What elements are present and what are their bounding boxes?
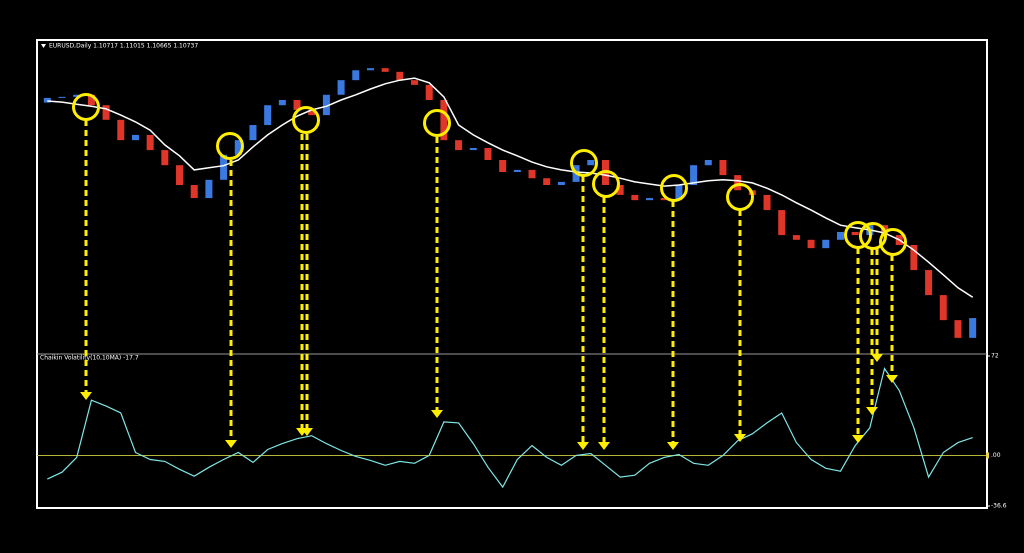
candle	[337, 80, 345, 95]
candle	[778, 210, 786, 236]
candle	[102, 105, 110, 120]
arrow-head	[577, 442, 589, 450]
collapse-icon	[41, 44, 46, 48]
candle	[969, 318, 977, 338]
arrow-head	[598, 442, 610, 450]
candle	[690, 165, 698, 186]
arrow-head	[866, 407, 878, 415]
highlight-circle	[292, 106, 320, 134]
candle	[278, 99, 286, 106]
candle	[58, 96, 66, 98]
tick-marker	[986, 452, 989, 459]
candle	[954, 320, 962, 338]
candle	[719, 159, 727, 176]
candle	[646, 198, 654, 201]
highlight-circle	[879, 228, 907, 256]
candle	[734, 175, 742, 191]
candle	[366, 68, 374, 71]
candle	[513, 169, 521, 172]
indicator-title: Chaikin Volatility(10,10MA) -17.7	[40, 355, 139, 362]
candle	[146, 134, 154, 151]
candle	[528, 169, 536, 179]
candle	[616, 185, 624, 195]
candle	[763, 194, 771, 211]
y-tick-label: 72	[991, 353, 999, 360]
highlight-circle	[726, 183, 754, 211]
candle	[43, 97, 51, 103]
candle	[499, 159, 507, 172]
candle	[631, 194, 639, 201]
highlight-circle	[859, 222, 887, 250]
candle	[455, 140, 463, 151]
candle	[396, 71, 404, 81]
candle	[220, 154, 228, 180]
candle	[851, 231, 859, 236]
candle	[822, 239, 830, 249]
y-tick-label: -36.6	[991, 503, 1007, 510]
candle	[308, 109, 316, 116]
candle	[176, 165, 184, 186]
candle	[910, 245, 918, 271]
y-tick-label: .00	[991, 452, 1001, 459]
candle	[264, 105, 272, 126]
candle	[190, 185, 198, 199]
highlight-circle	[844, 221, 872, 249]
candle	[484, 147, 492, 160]
arrow-head	[886, 375, 898, 383]
arrow-head	[871, 354, 883, 362]
chart-frame	[36, 39, 988, 509]
candle	[939, 295, 947, 321]
candle	[425, 84, 433, 100]
highlight-circle	[570, 149, 598, 177]
candle	[792, 235, 800, 240]
candle	[543, 178, 551, 186]
candle	[675, 185, 683, 201]
arrow-head	[225, 440, 237, 448]
candle	[704, 159, 712, 166]
candle	[352, 70, 360, 81]
chart-title: EURUSD,Daily 1.10717 1.11015 1.10665 1.1…	[49, 43, 198, 50]
arrow-head	[301, 428, 313, 436]
highlight-circle	[72, 93, 100, 121]
candle	[249, 125, 257, 141]
indicator-line	[47, 367, 973, 489]
candle	[293, 99, 301, 110]
candle	[322, 94, 330, 116]
arrow-head	[80, 392, 92, 400]
arrow-head	[734, 434, 746, 442]
candle	[925, 270, 933, 296]
candle	[411, 80, 419, 85]
highlight-circle	[592, 170, 620, 198]
candle	[117, 119, 125, 141]
highlight-circle	[660, 174, 688, 202]
candle	[557, 181, 565, 186]
candle	[161, 150, 169, 166]
candle	[807, 239, 815, 249]
moving-average-line	[47, 77, 974, 298]
candle	[73, 94, 81, 97]
annotations	[72, 93, 907, 450]
candle	[205, 179, 213, 199]
candle	[469, 147, 477, 151]
candle	[234, 140, 242, 155]
arrow-head	[667, 442, 679, 450]
highlight-circle	[216, 132, 244, 160]
candle	[381, 68, 389, 72]
candle	[440, 99, 448, 141]
candle	[836, 231, 844, 240]
highlight-circle	[423, 109, 451, 137]
arrow-head	[852, 435, 864, 443]
candle	[87, 94, 95, 106]
arrow-head	[431, 410, 443, 418]
candle	[131, 134, 139, 141]
candle	[660, 198, 668, 201]
candle	[587, 159, 595, 166]
